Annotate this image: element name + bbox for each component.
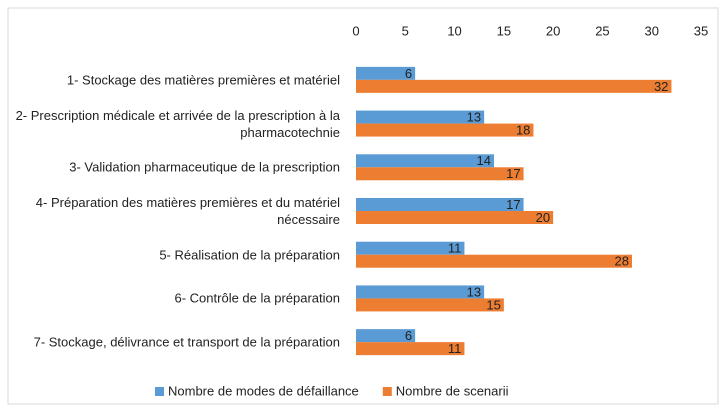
category-label: 5- Réalisation de la préparation: [159, 247, 340, 263]
category-label: 3- Validation pharmaceutique de la presc…: [69, 159, 340, 175]
data-label: 28: [615, 254, 629, 269]
data-label: 17: [506, 197, 520, 212]
data-label: 11: [448, 341, 462, 356]
bar: [356, 110, 485, 124]
x-tick-label: 35: [694, 23, 708, 38]
bar: [356, 254, 632, 268]
category-label: 7- Stockage, délivrance et transport de …: [33, 334, 340, 350]
bar: [356, 329, 416, 343]
data-label: 13: [467, 110, 481, 125]
bar: [356, 79, 672, 93]
bar: [356, 154, 494, 168]
data-label: 18: [516, 123, 530, 138]
category-label: 1- Stockage des matières premières et ma…: [66, 72, 340, 88]
data-label: 6: [405, 66, 412, 81]
x-tick-label: 5: [402, 23, 409, 38]
data-label: 20: [536, 210, 550, 225]
bar: [356, 342, 465, 356]
data-label: 13: [467, 284, 481, 299]
x-tick-label: 20: [546, 23, 560, 38]
data-label: 15: [486, 297, 500, 312]
data-label: 14: [477, 153, 491, 168]
data-label: 6: [405, 328, 412, 343]
data-label: 17: [506, 166, 520, 181]
bar: [356, 167, 524, 181]
category-label: 6- Contrôle de la préparation: [174, 290, 341, 306]
x-tick-label: 15: [497, 23, 511, 38]
legend-swatch: [382, 387, 392, 396]
x-tick-label: 0: [352, 23, 359, 38]
legend-swatch: [155, 387, 164, 396]
category-label: 2- Prescription médicale et arrivée de l…: [15, 107, 340, 140]
x-tick-label: 10: [447, 23, 461, 38]
x-tick-label: 25: [595, 23, 609, 38]
bar: [356, 66, 416, 80]
bar: [356, 123, 534, 137]
bar: [356, 198, 524, 211]
data-label: 32: [654, 79, 668, 94]
legend-label: Nombre de scenarii: [396, 383, 509, 398]
bar: [356, 298, 504, 312]
bar: [356, 241, 465, 255]
x-tick-label: 30: [644, 23, 658, 38]
bar: [356, 285, 485, 299]
bar: [356, 211, 554, 224]
legend-label: Nombre de modes de défaillance: [168, 383, 359, 398]
category-label: 4- Préparation des matières premières et…: [35, 195, 340, 227]
data-label: 11: [448, 241, 462, 256]
